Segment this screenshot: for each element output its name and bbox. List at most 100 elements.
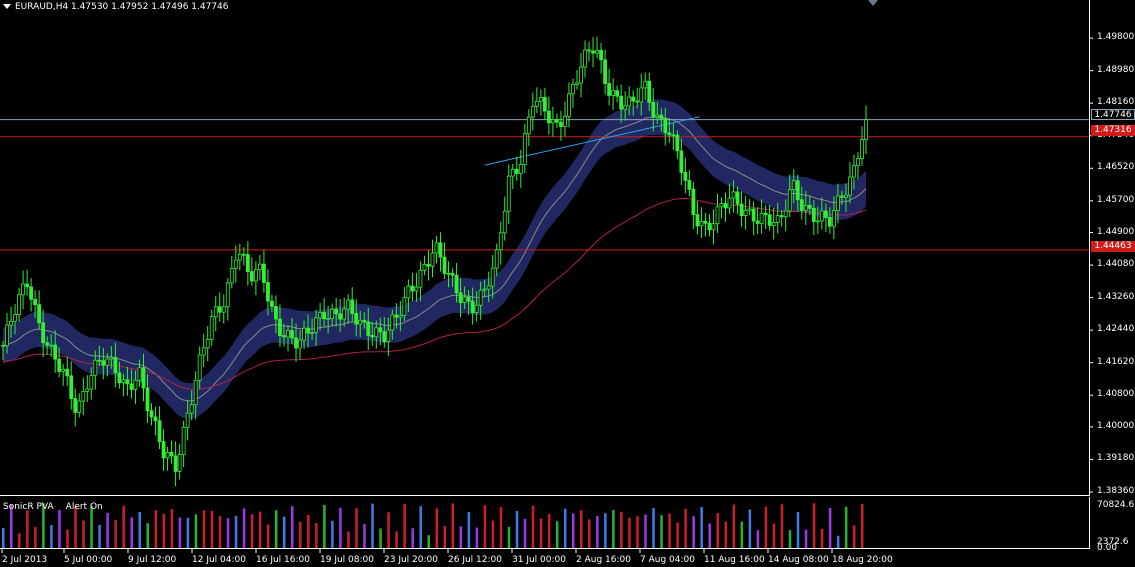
symbol-header-text: EURAUD,H4 1.47530 1.47952 1.47496 1.4774… bbox=[15, 2, 229, 12]
candle-body bbox=[735, 191, 740, 205]
candle-body bbox=[278, 318, 282, 337]
price-tick-label: 1.46520 bbox=[1097, 162, 1135, 173]
candle-body bbox=[454, 274, 459, 294]
volume-bar bbox=[427, 535, 430, 548]
volume-bar bbox=[804, 529, 808, 548]
volume-bar bbox=[844, 506, 848, 548]
volume-bar bbox=[475, 527, 479, 548]
candle-body bbox=[109, 357, 114, 360]
volume-bar bbox=[491, 520, 495, 548]
candle-body bbox=[185, 412, 190, 428]
candle-body bbox=[767, 214, 772, 226]
volume-bar bbox=[676, 522, 679, 548]
candle-body bbox=[819, 210, 824, 222]
candle-body bbox=[683, 171, 688, 181]
candle-body bbox=[486, 285, 491, 290]
candle-body bbox=[221, 306, 226, 313]
candle-body bbox=[490, 267, 495, 287]
candle-body bbox=[205, 338, 210, 349]
candle-body bbox=[81, 390, 86, 402]
sonicr-dragon-band bbox=[3, 99, 866, 419]
candle-body bbox=[815, 220, 820, 223]
volume-bar bbox=[435, 508, 439, 548]
volume-bar bbox=[138, 511, 141, 548]
candle-body bbox=[33, 298, 38, 306]
candle-body bbox=[225, 282, 230, 308]
volume-bar bbox=[539, 518, 543, 548]
volume-min-label: 2372.6 bbox=[1097, 537, 1129, 547]
candle-body bbox=[314, 317, 318, 333]
volume-bar bbox=[812, 503, 816, 548]
candle-body bbox=[679, 150, 684, 173]
candle-body bbox=[101, 360, 106, 366]
candle-body bbox=[394, 314, 399, 318]
candle-body bbox=[57, 358, 62, 372]
candle-body bbox=[695, 214, 700, 227]
candle-body bbox=[121, 379, 126, 384]
time-tick-label: 14 Aug 08:00 bbox=[768, 555, 829, 565]
candle-body bbox=[559, 121, 563, 127]
candle-body bbox=[563, 115, 567, 127]
chart-header: EURAUD,H4 1.47530 1.47952 1.47496 1.4774… bbox=[3, 2, 229, 12]
candle-body bbox=[45, 342, 50, 346]
candle-body bbox=[53, 344, 58, 360]
candle-body bbox=[651, 101, 656, 118]
candle-body bbox=[270, 300, 274, 307]
volume-bar bbox=[10, 504, 13, 548]
volume-bar bbox=[547, 513, 551, 548]
candle-body bbox=[807, 205, 812, 209]
candle-body bbox=[787, 189, 792, 212]
time-tick-label: 11 Aug 16:00 bbox=[704, 555, 765, 565]
volume-bar bbox=[836, 535, 840, 548]
candle-body bbox=[551, 119, 555, 124]
volume-bar bbox=[218, 516, 222, 548]
candle-body bbox=[77, 400, 82, 413]
candle-body bbox=[374, 327, 379, 338]
candle-body bbox=[775, 215, 780, 223]
volume-bar bbox=[146, 523, 150, 548]
chevron-down-icon[interactable] bbox=[3, 4, 11, 9]
candle-body bbox=[197, 354, 202, 381]
candle-body bbox=[173, 455, 178, 472]
volume-bar bbox=[499, 507, 503, 548]
candle-body bbox=[358, 319, 363, 325]
candle-body bbox=[438, 242, 443, 258]
candle-body bbox=[711, 223, 716, 231]
volume-bar bbox=[226, 518, 230, 548]
chart-shift-marker-icon[interactable] bbox=[868, 0, 878, 6]
time-tick-label: 31 Jul 00:00 bbox=[512, 555, 566, 565]
volume-bar bbox=[323, 504, 326, 548]
candle-body bbox=[290, 330, 294, 339]
volume-bar bbox=[299, 521, 302, 548]
volume-bar bbox=[740, 521, 744, 548]
candle-body bbox=[149, 410, 154, 418]
candle-body bbox=[398, 315, 403, 318]
candle-body bbox=[89, 374, 94, 390]
candle-body bbox=[836, 195, 840, 212]
candle-body bbox=[418, 269, 423, 288]
candle-body bbox=[763, 212, 768, 216]
volume-indicator-area[interactable] bbox=[0, 497, 1090, 549]
volume-bar bbox=[788, 530, 792, 548]
candle-body bbox=[354, 313, 359, 325]
candle-body bbox=[739, 203, 744, 216]
candle-body bbox=[647, 80, 652, 103]
candle-body bbox=[723, 203, 728, 209]
volume-bar bbox=[250, 514, 254, 548]
candle-body bbox=[462, 296, 467, 303]
volume-bar bbox=[708, 523, 711, 548]
volume-bar bbox=[764, 506, 768, 548]
volume-bar bbox=[459, 526, 463, 548]
candle-body bbox=[410, 285, 415, 292]
volume-bar bbox=[716, 512, 719, 548]
volume-bar bbox=[363, 524, 366, 548]
price-chart-area[interactable] bbox=[0, 0, 1090, 496]
volume-bar bbox=[347, 531, 350, 548]
candle-body bbox=[779, 215, 784, 218]
candle-body bbox=[249, 271, 254, 282]
candle-body bbox=[253, 269, 258, 282]
candle-body bbox=[430, 252, 435, 267]
candle-body bbox=[663, 118, 668, 134]
volume-bar bbox=[563, 508, 567, 548]
